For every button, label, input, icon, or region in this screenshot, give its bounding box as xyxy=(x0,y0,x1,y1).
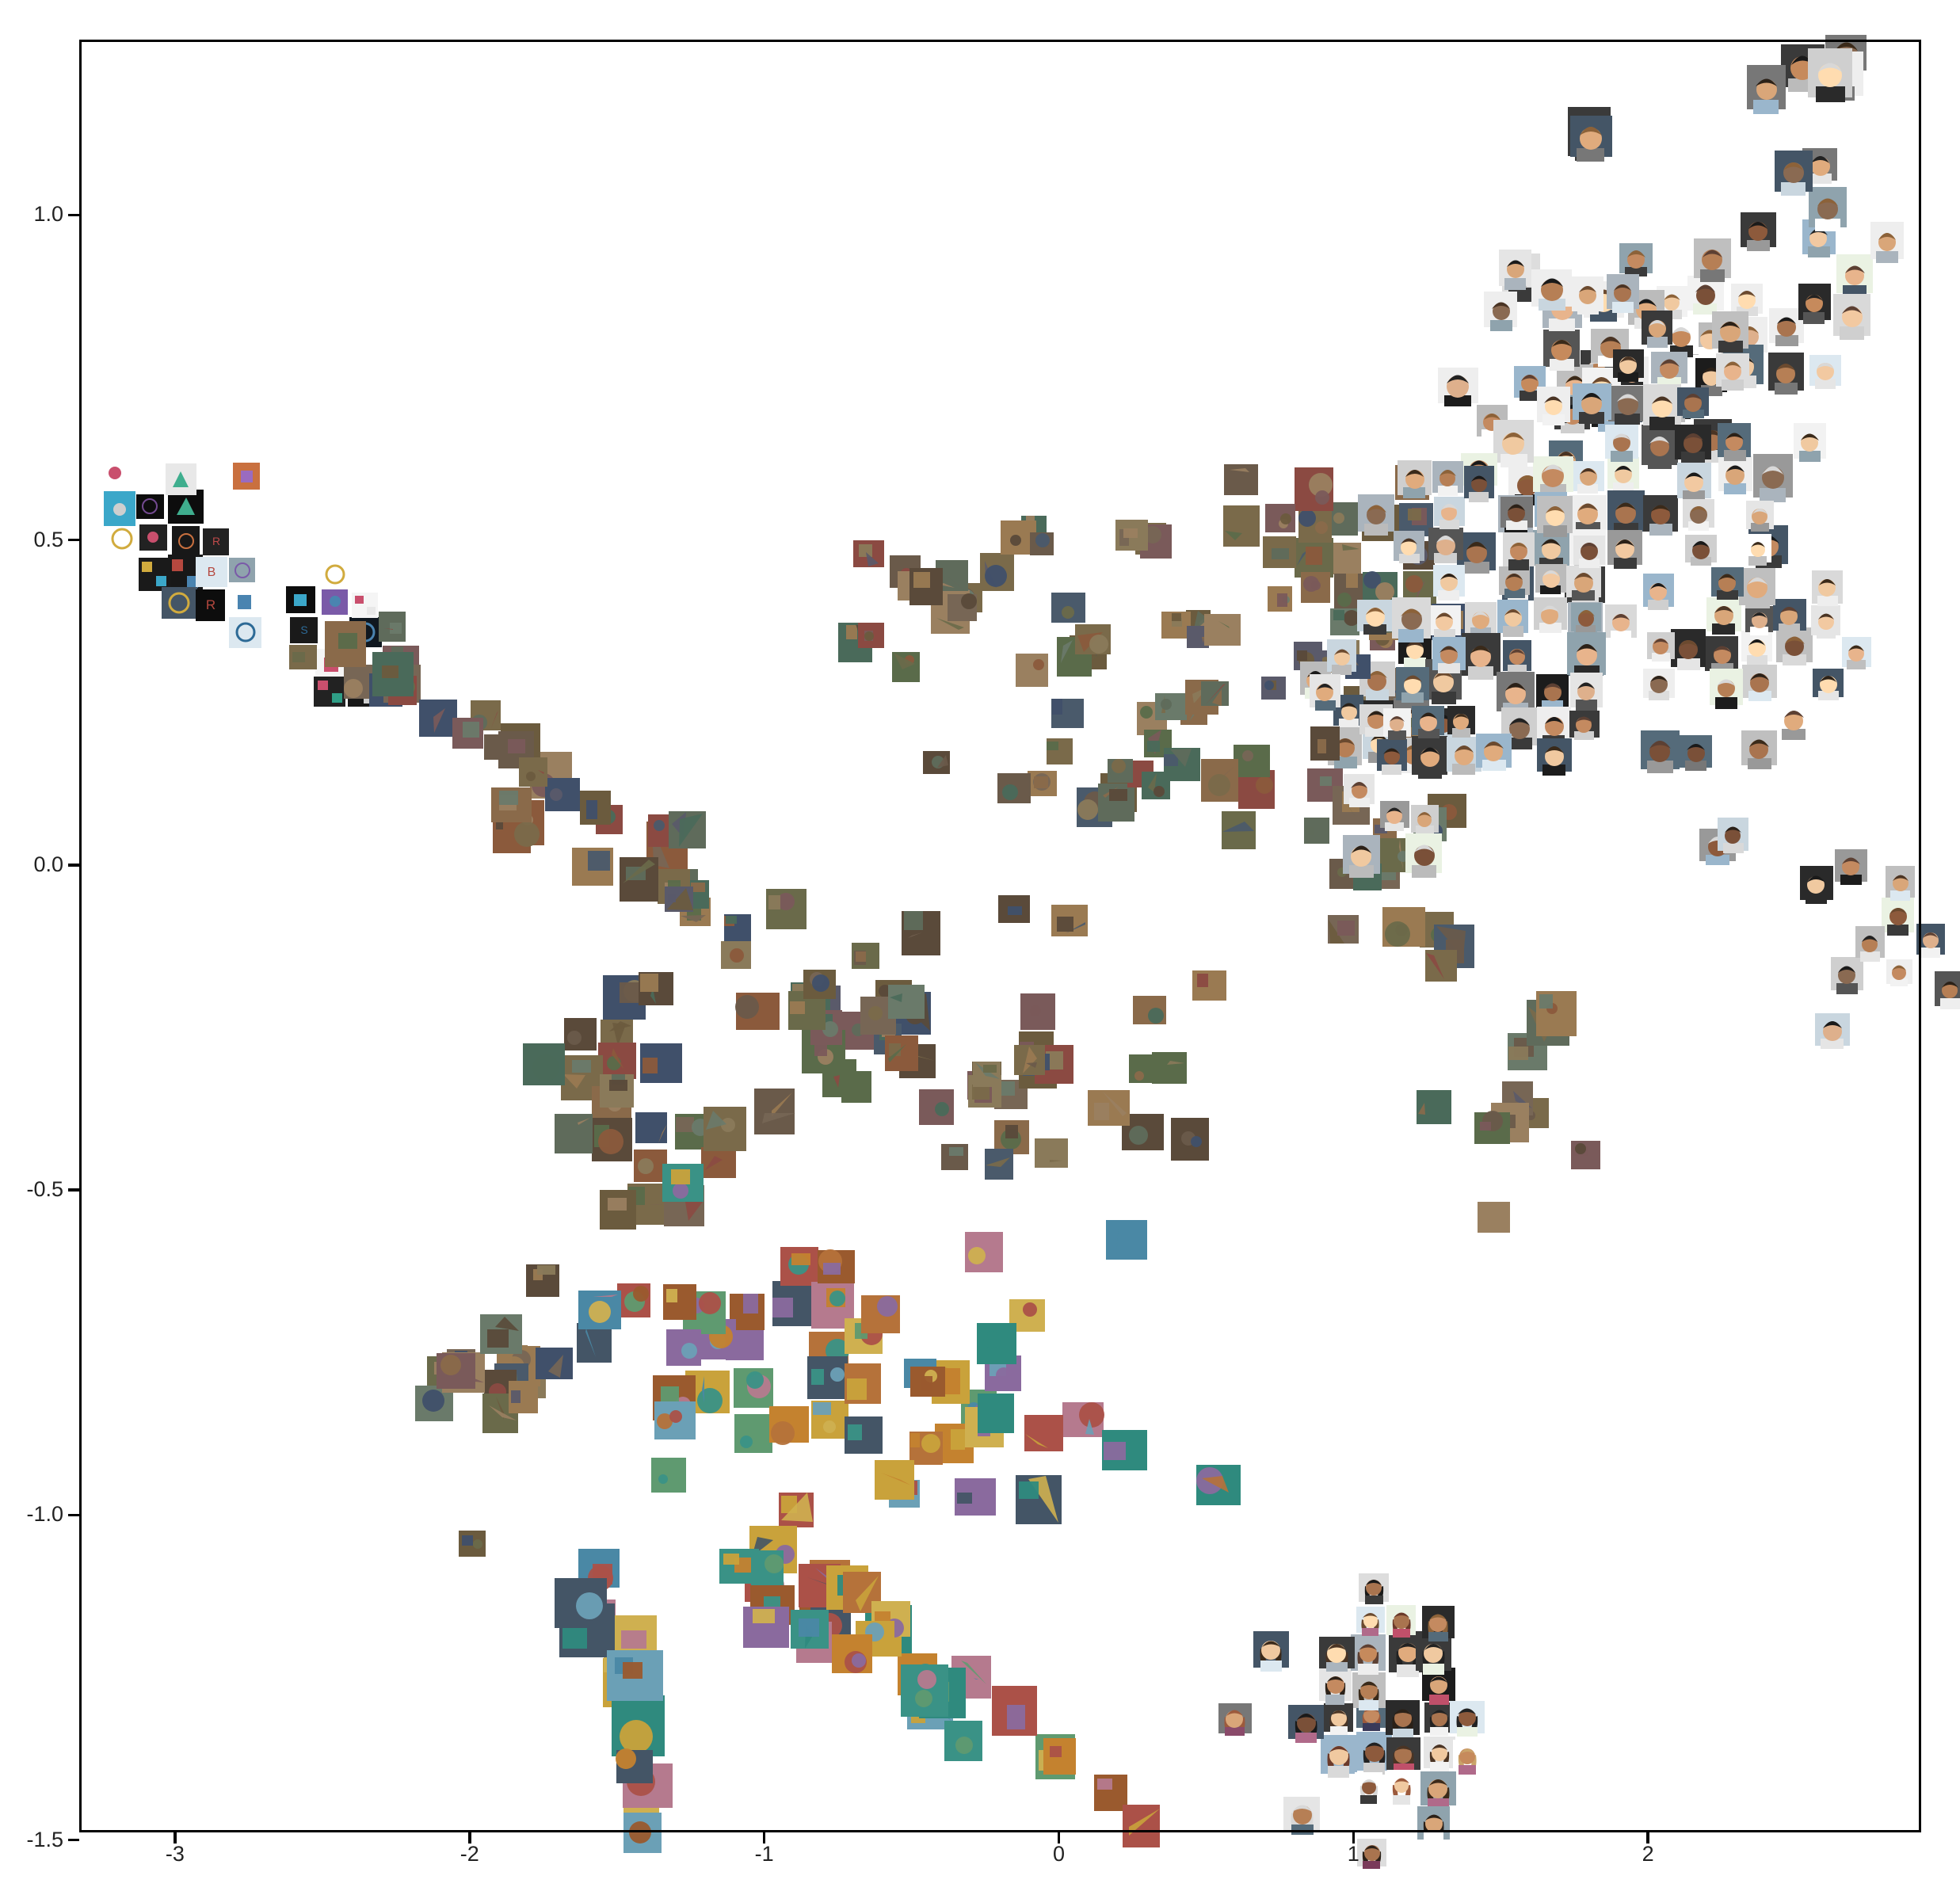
svg-text:R: R xyxy=(212,535,220,547)
svg-text:B: B xyxy=(208,566,216,579)
svg-text:S: S xyxy=(300,623,307,636)
svg-text:R: R xyxy=(206,597,215,612)
